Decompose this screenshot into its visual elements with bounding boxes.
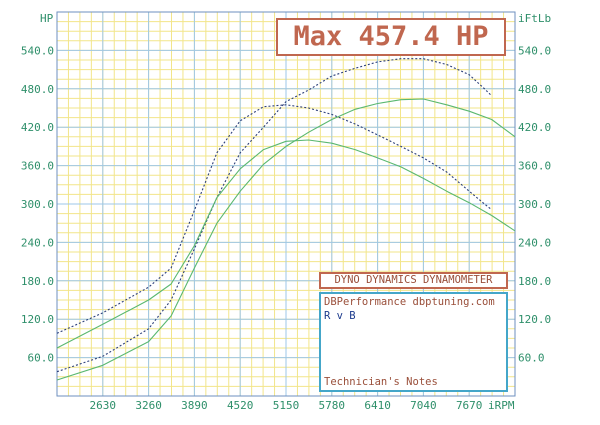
- series-layer: [56, 58, 516, 381]
- x-axis-tick-label: 2630: [90, 399, 117, 412]
- x-axis-unit: iRPM: [488, 399, 515, 412]
- technician-notes-box: DBPerformance dbptuning.com R v B Techni…: [319, 292, 508, 392]
- series-line-1: [56, 58, 492, 373]
- x-axis-tick-label: 7670: [456, 399, 483, 412]
- left-axis-tick-label: 420.0: [21, 121, 54, 134]
- right-axis-ticks: 60.0 120.0 180.0 240.0 300.0 360.0 420.0 480.0 5…: [518, 44, 551, 364]
- series-line-3: [56, 98, 516, 381]
- x-axis-tick-label: 5780: [319, 399, 346, 412]
- left-axis-tick-label: 180.0: [21, 275, 54, 288]
- dyno-brand-title: DYNO DYNAMICS DYNAMOMETER: [334, 274, 493, 286]
- x-axis-tick-label: 3260: [135, 399, 162, 412]
- left-axis-tick-label: 540.0: [21, 44, 54, 57]
- left-axis-ticks: 60.0 120.0 180.0 240.0 300.0 360.0 420.0 480.0 5…: [21, 44, 54, 364]
- left-axis-tick-label: 240.0: [21, 236, 54, 249]
- right-axis-unit: iFtLb: [518, 12, 551, 25]
- x-axis-tick-label: 4520: [227, 399, 254, 412]
- left-axis-tick-label: 300.0: [21, 198, 54, 211]
- right-axis-tick-label: 120.0: [518, 313, 551, 326]
- left-axis-tick-label: 360.0: [21, 160, 54, 173]
- max-hp-text: Max 457.4 HP: [293, 21, 489, 52]
- technician-notes-label: Technician's Notes: [324, 376, 438, 388]
- right-axis-tick-label: 300.0: [518, 198, 551, 211]
- x-axis-tick-label: 6410: [364, 399, 391, 412]
- run-label: R v B: [324, 310, 356, 322]
- plot-border: [56, 11, 516, 397]
- right-axis-tick-label: 480.0: [518, 83, 551, 96]
- x-axis-tick-label: 3890: [181, 399, 208, 412]
- series-line-2: [56, 104, 492, 334]
- left-axis-unit: HP: [40, 12, 54, 25]
- right-axis-tick-label: 240.0: [518, 236, 551, 249]
- x-axis-tick-label: 5150: [273, 399, 300, 412]
- right-axis-tick-label: 60.0: [518, 352, 545, 365]
- max-hp-banner: Max 457.4 HP: [276, 18, 506, 56]
- right-axis-tick-label: 420.0: [518, 121, 551, 134]
- series-line-4: [56, 139, 516, 349]
- shop-name: DBPerformance dbptuning.com: [324, 296, 495, 308]
- x-axis-ticks: 2630 3260 3890 4520 5150 5780 6410 7040 7670: [90, 399, 483, 412]
- dyno-brand-box: DYNO DYNAMICS DYNAMOMETER: [319, 272, 508, 289]
- left-axis-tick-label: 60.0: [28, 352, 55, 365]
- x-axis-tick-label: 7040: [410, 399, 437, 412]
- left-axis-tick-label: 120.0: [21, 313, 54, 326]
- right-axis-tick-label: 360.0: [518, 160, 551, 173]
- right-axis-tick-label: 540.0: [518, 44, 551, 57]
- right-axis-tick-label: 180.0: [518, 275, 551, 288]
- left-axis-tick-label: 480.0: [21, 83, 54, 96]
